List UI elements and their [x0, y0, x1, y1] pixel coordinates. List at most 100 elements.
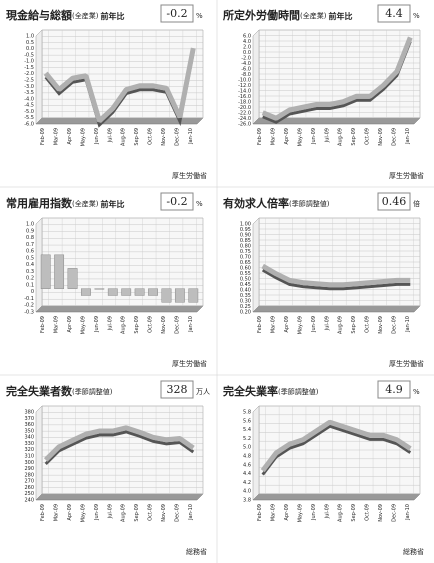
y-tick-label: -2.5	[24, 78, 34, 84]
x-tick-label: Jul-09	[324, 128, 330, 143]
y-tick-label: -1.0	[24, 59, 34, 65]
bar	[121, 288, 132, 296]
x-tick-label: Jan-10	[405, 316, 411, 333]
x-tick-label: Jan-10	[188, 316, 194, 333]
latest-box	[377, 380, 411, 399]
panel: 常用雇用指数(全産業) 前年比 -0.2 %厚生労働省1.00.90.80.70.60…	[6, 192, 207, 368]
panel-title-text: 有効求人倍率	[223, 196, 289, 210]
y-tick-label: -4.0	[241, 61, 251, 67]
y-tick-label: 0.5	[26, 40, 34, 46]
x-tick-label: Sep-09	[351, 316, 357, 334]
latest-value: -0.2	[166, 195, 187, 208]
y-tick-label: 380	[24, 410, 34, 416]
panel-note: 前年比	[328, 11, 352, 21]
y-tick-label: 0.6	[26, 249, 34, 255]
x-tick-label: May-09	[297, 504, 303, 522]
y-tick-label: 0.65	[240, 260, 251, 266]
y-tick-label: 5.0	[243, 445, 251, 451]
x-tick-label: Dec-09	[391, 504, 397, 522]
y-tick-label: -20.0	[238, 105, 251, 111]
x-tick-label: Jan-10	[188, 128, 194, 145]
y-tick-label: -22.0	[238, 111, 251, 117]
y-tick-label: 0.60	[240, 266, 251, 272]
line	[43, 425, 195, 462]
y-tick-label: 0.55	[240, 271, 251, 277]
x-tick-label: May-09	[80, 316, 86, 334]
latest-box	[160, 4, 194, 23]
y-tick-label: 0.5	[26, 255, 34, 261]
x-tick-label: Oct-09	[365, 504, 371, 521]
y-tick-label: 4.4	[243, 471, 251, 477]
y-tick-label: 0.25	[240, 304, 251, 310]
x-tick-label: Nov-09	[378, 128, 384, 146]
x-tick-label: Dec-09	[174, 128, 180, 146]
x-tick-label: Oct-09	[148, 128, 154, 145]
y-tick-label: 0.75	[240, 249, 251, 255]
y-tick-label: 290	[24, 466, 34, 472]
x-tick-label: Jan-10	[405, 128, 411, 145]
panel-note: 前年比	[100, 199, 124, 209]
x-tick-label: Mar-09	[54, 128, 60, 145]
x-tick-label: Feb-09	[40, 504, 46, 521]
x-tick-label: Jan-10	[405, 504, 411, 521]
y-tick-label: 0.1	[26, 282, 34, 288]
y-tick-label: 370	[24, 416, 34, 422]
x-tick-label: Apr-09	[284, 128, 290, 145]
line	[260, 419, 412, 473]
x-tick-label: Dec-09	[391, 128, 397, 146]
x-tick-label: May-09	[80, 128, 86, 146]
y-tick-label: 270	[24, 479, 34, 485]
y-tick-label: 5.4	[243, 427, 251, 433]
x-tick-label: Jun-09	[311, 504, 317, 521]
x-tick-label: Aug-09	[338, 504, 344, 522]
x-tick-label: Aug-09	[121, 316, 127, 334]
bar	[161, 288, 172, 303]
y-tick-label: 0.90	[240, 233, 251, 239]
y-tick-label: 250	[24, 491, 34, 497]
latest-box	[377, 192, 411, 211]
y-tick-label: -0.2	[24, 303, 34, 309]
bar	[40, 254, 51, 289]
x-tick-label: Feb-09	[40, 316, 46, 333]
y-tick-label: 330	[24, 441, 34, 447]
x-tick-label: Nov-09	[161, 128, 167, 146]
x-tick-label: Jun-09	[94, 316, 100, 333]
y-tick-label: 0.40	[240, 288, 251, 294]
y-tick-label: 360	[24, 422, 34, 428]
x-tick-label: Jul-09	[107, 316, 113, 331]
x-tick-label: Jun-09	[311, 316, 317, 333]
y-tick-label: 0.50	[240, 277, 251, 283]
y-tick-label: 1.0	[26, 222, 34, 228]
latest-value: -0.2	[166, 7, 187, 20]
panel-subtitle: (季節調整値)	[72, 387, 113, 396]
y-tick-label: 300	[24, 460, 34, 466]
x-tick-label: Sep-09	[134, 128, 140, 146]
panel: 現金給与総額(全産業) 前年比 -0.2 %厚生労働省1.00.50.0-0.5-1.…	[6, 4, 207, 180]
y-tick-label: -4.0	[24, 96, 34, 102]
side-wall	[252, 29, 260, 125]
line-shadow	[262, 40, 412, 124]
latest-box	[377, 4, 411, 23]
y-tick-label: -2.0	[241, 56, 251, 62]
y-tick-label: 4.0	[243, 39, 251, 45]
x-tick-label: Jul-09	[324, 504, 330, 519]
source: 総務省	[186, 547, 207, 556]
source: 厚生労働省	[389, 171, 424, 180]
y-tick-label: -16.0	[238, 94, 251, 100]
y-tick-label: 5.6	[243, 418, 251, 424]
unit: %	[413, 12, 420, 20]
side-wall	[35, 405, 43, 501]
line-shadow	[44, 430, 195, 465]
y-tick-label: -0.1	[24, 296, 34, 302]
latest-value: 328	[167, 383, 188, 396]
x-tick-label: Sep-09	[351, 128, 357, 146]
x-tick-label: Sep-09	[134, 316, 140, 334]
y-tick-label: 4.2	[243, 480, 251, 486]
unit: %	[413, 388, 420, 396]
y-tick-label: 340	[24, 435, 34, 441]
x-tick-label: Feb-09	[257, 316, 263, 333]
x-tick-label: Apr-09	[67, 128, 73, 145]
y-tick-label: 0.2	[26, 276, 34, 282]
y-tick-label: -8.0	[241, 72, 251, 78]
